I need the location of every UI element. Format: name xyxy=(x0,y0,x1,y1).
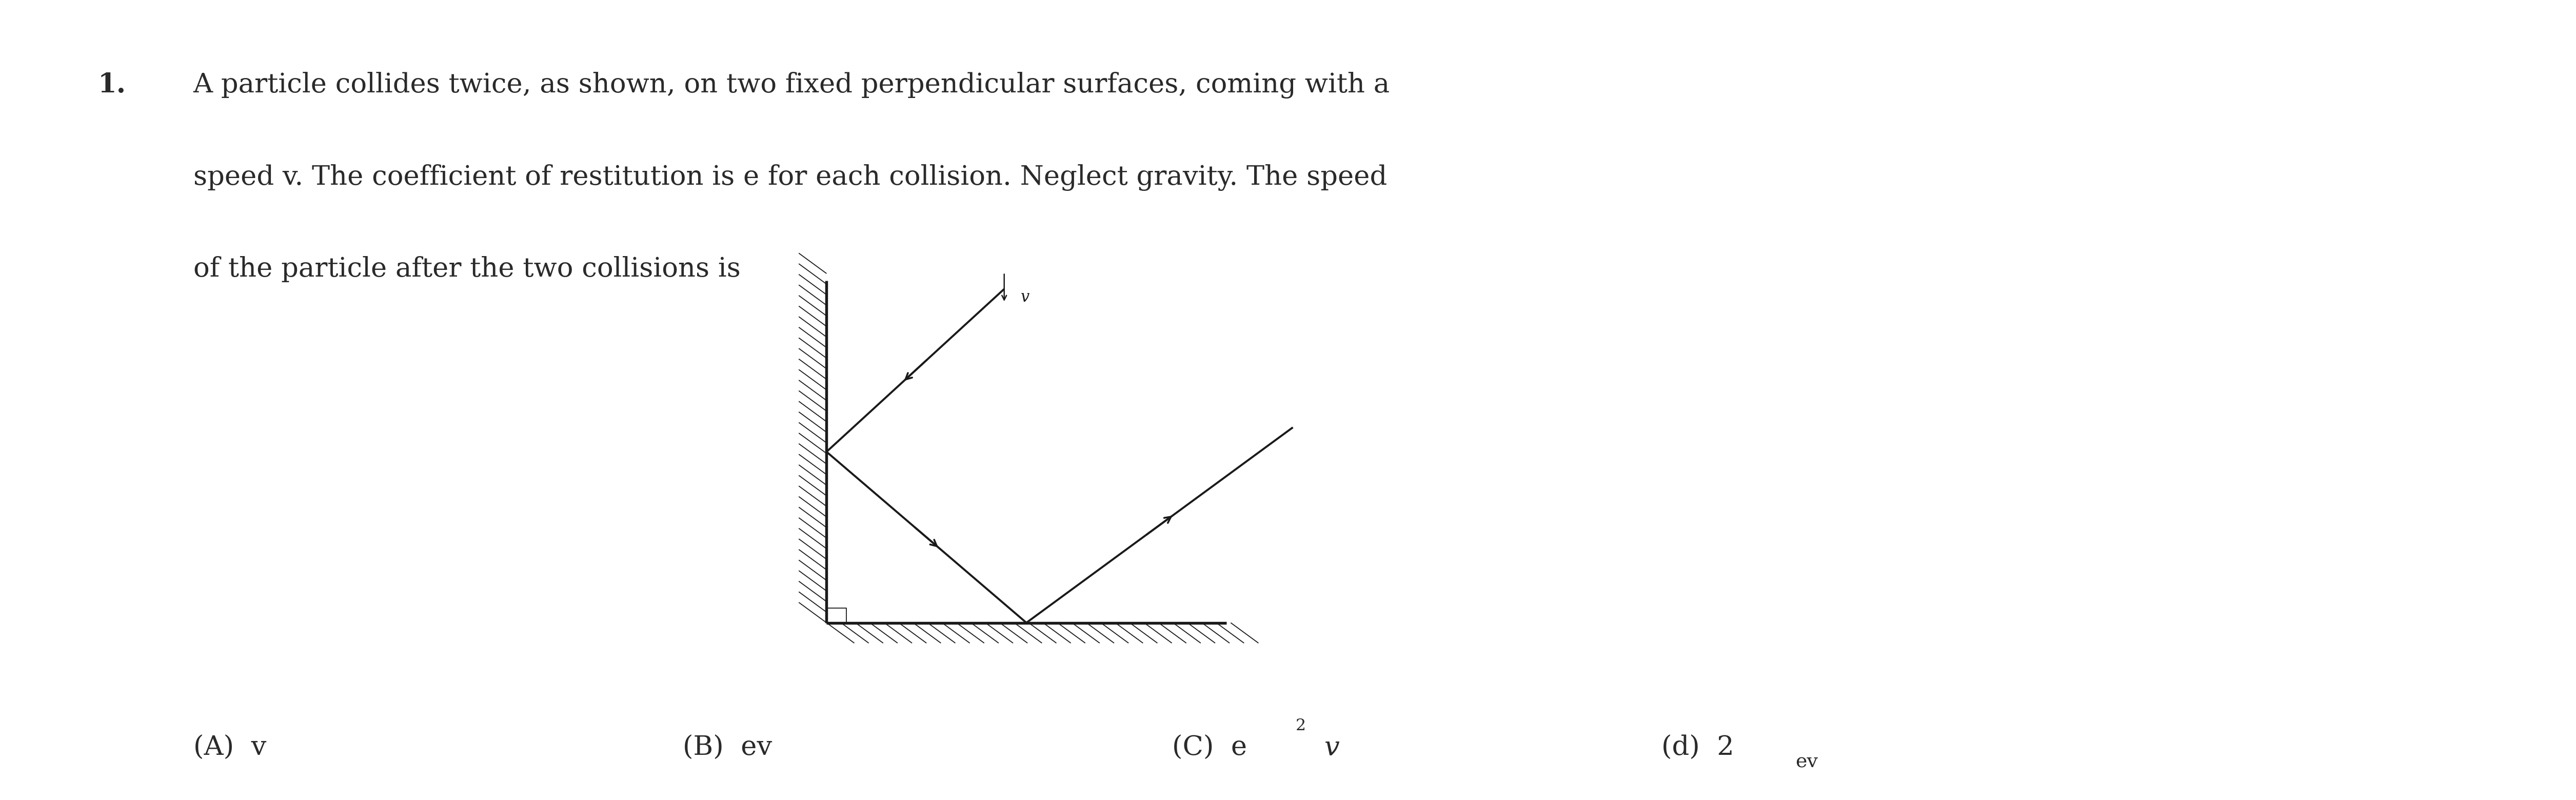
Text: ev: ev xyxy=(1795,753,1819,772)
Text: A particle collides twice, as shown, on two fixed perpendicular surfaces, coming: A particle collides twice, as shown, on … xyxy=(193,72,1391,98)
Text: 1.: 1. xyxy=(98,72,126,98)
Text: of the particle after the two collisions is: of the particle after the two collisions… xyxy=(193,256,739,282)
Text: speed v. The coefficient of restitution is e for each collision. Neglect gravity: speed v. The coefficient of restitution … xyxy=(193,164,1386,190)
Text: 2: 2 xyxy=(1296,718,1306,734)
Text: (B)  ev: (B) ev xyxy=(683,735,773,761)
Text: v: v xyxy=(1020,289,1030,305)
Text: (A)  v: (A) v xyxy=(193,735,265,761)
Text: v: v xyxy=(1324,735,1340,761)
Text: (C)  e: (C) e xyxy=(1172,735,1247,761)
Text: (d)  2: (d) 2 xyxy=(1662,735,1734,761)
